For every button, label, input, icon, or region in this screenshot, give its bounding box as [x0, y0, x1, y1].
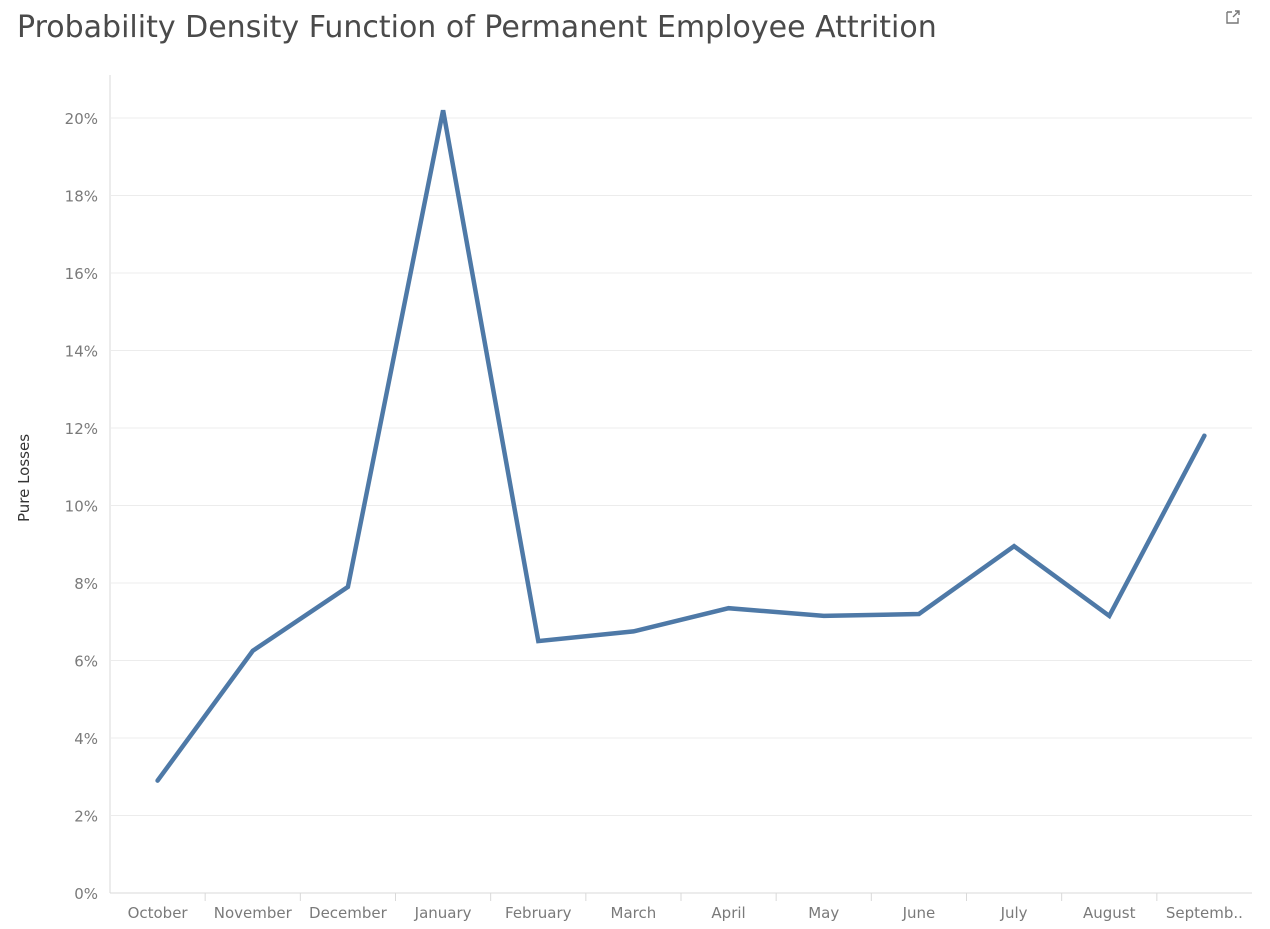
y-tick-label: 10%	[65, 498, 98, 516]
x-tick-label: August	[1083, 904, 1136, 922]
y-tick-label: 6%	[74, 653, 98, 671]
x-tick-label: January	[414, 904, 472, 922]
x-tick-label: June	[902, 904, 936, 922]
x-tick-label: February	[505, 904, 572, 922]
x-tick-label: October	[128, 904, 189, 922]
x-tick-label: December	[309, 904, 388, 922]
y-tick-label: 0%	[74, 885, 98, 903]
y-tick-label: 8%	[74, 575, 98, 593]
x-tick-label: Septemb..	[1166, 904, 1243, 922]
y-tick-label: 16%	[65, 265, 98, 283]
x-tick-label: April	[711, 904, 745, 922]
y-tick-label: 18%	[65, 188, 98, 206]
x-tick-label: March	[611, 904, 657, 922]
x-tick-label: July	[1000, 904, 1028, 922]
y-tick-label: 12%	[65, 420, 98, 438]
y-tick-label: 2%	[74, 808, 98, 826]
y-tick-label: 20%	[65, 110, 98, 128]
y-tick-label: 14%	[65, 343, 98, 361]
y-tick-label: 4%	[74, 730, 98, 748]
chart-title: Probability Density Function of Permanen…	[17, 10, 937, 45]
x-tick-label: May	[808, 904, 839, 922]
series-line-pure-losses	[155, 109, 1207, 783]
external-link-icon[interactable]	[1224, 8, 1242, 26]
x-tick-label: November	[214, 904, 293, 922]
